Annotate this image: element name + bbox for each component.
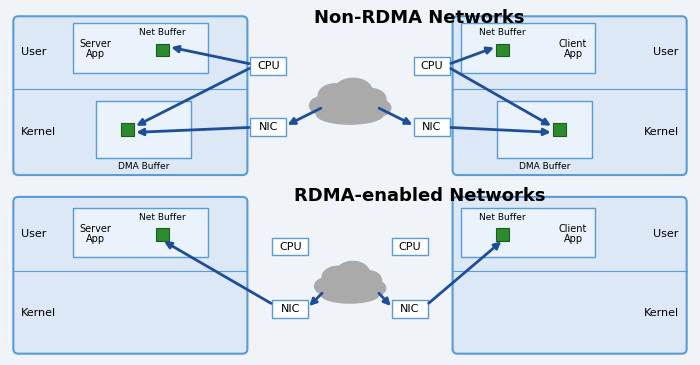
FancyBboxPatch shape — [13, 16, 247, 175]
Text: Server: Server — [79, 224, 111, 234]
Text: User: User — [21, 47, 47, 58]
Bar — [73, 208, 208, 257]
Bar — [498, 101, 592, 158]
Text: CPU: CPU — [398, 242, 421, 251]
Text: User: User — [653, 47, 679, 58]
Text: DMA Buffer: DMA Buffer — [519, 162, 570, 171]
Text: NIC: NIC — [400, 304, 419, 314]
Bar — [272, 300, 308, 318]
Bar — [496, 228, 509, 241]
Bar — [121, 123, 134, 136]
Ellipse shape — [367, 100, 391, 116]
Bar — [156, 228, 169, 241]
Text: NIC: NIC — [422, 122, 442, 132]
Ellipse shape — [336, 261, 370, 285]
Text: Kernel: Kernel — [21, 307, 57, 318]
Text: Non-RDMA Networks: Non-RDMA Networks — [314, 9, 525, 27]
Bar — [553, 123, 566, 136]
FancyBboxPatch shape — [13, 197, 247, 354]
Ellipse shape — [318, 84, 354, 108]
Text: DMA Buffer: DMA Buffer — [118, 162, 169, 171]
Bar — [461, 208, 595, 257]
Ellipse shape — [322, 266, 353, 288]
Ellipse shape — [356, 89, 386, 110]
Text: Net Buffer: Net Buffer — [479, 213, 526, 222]
Ellipse shape — [355, 271, 382, 290]
Ellipse shape — [365, 281, 386, 296]
Text: App: App — [85, 49, 104, 59]
Text: CPU: CPU — [279, 242, 302, 251]
Text: NIC: NIC — [258, 122, 278, 132]
Ellipse shape — [321, 285, 379, 303]
Text: Kernel: Kernel — [643, 127, 679, 137]
Bar — [414, 119, 449, 137]
Text: Net Buffer: Net Buffer — [139, 28, 186, 37]
Bar — [496, 43, 509, 57]
Text: App: App — [564, 49, 582, 59]
Text: Kernel: Kernel — [643, 307, 679, 318]
Text: Net Buffer: Net Buffer — [139, 213, 186, 222]
Bar — [414, 57, 449, 75]
Text: App: App — [564, 234, 582, 243]
Ellipse shape — [318, 89, 382, 122]
Ellipse shape — [314, 278, 338, 295]
Text: App: App — [85, 234, 104, 243]
Text: RDMA-enabled Networks: RDMA-enabled Networks — [294, 187, 545, 205]
Text: Kernel: Kernel — [21, 127, 57, 137]
Text: Client: Client — [559, 224, 587, 234]
Text: Net Buffer: Net Buffer — [479, 28, 526, 37]
Bar — [251, 119, 286, 137]
Ellipse shape — [316, 104, 384, 124]
Bar — [272, 238, 308, 256]
Bar — [461, 23, 595, 73]
FancyBboxPatch shape — [453, 16, 687, 175]
Ellipse shape — [309, 96, 336, 115]
Bar — [156, 43, 169, 57]
Bar — [392, 300, 428, 318]
Text: CPU: CPU — [257, 61, 279, 71]
Text: User: User — [21, 229, 47, 239]
Bar — [73, 23, 208, 73]
Bar — [251, 57, 286, 75]
FancyBboxPatch shape — [453, 197, 687, 354]
Text: CPU: CPU — [421, 61, 443, 71]
Ellipse shape — [322, 271, 378, 301]
Bar — [392, 238, 428, 256]
Text: Client: Client — [559, 39, 587, 49]
Text: Server: Server — [79, 39, 111, 49]
Text: NIC: NIC — [281, 304, 300, 314]
Text: User: User — [653, 229, 679, 239]
Bar — [96, 101, 190, 158]
Ellipse shape — [334, 78, 372, 104]
